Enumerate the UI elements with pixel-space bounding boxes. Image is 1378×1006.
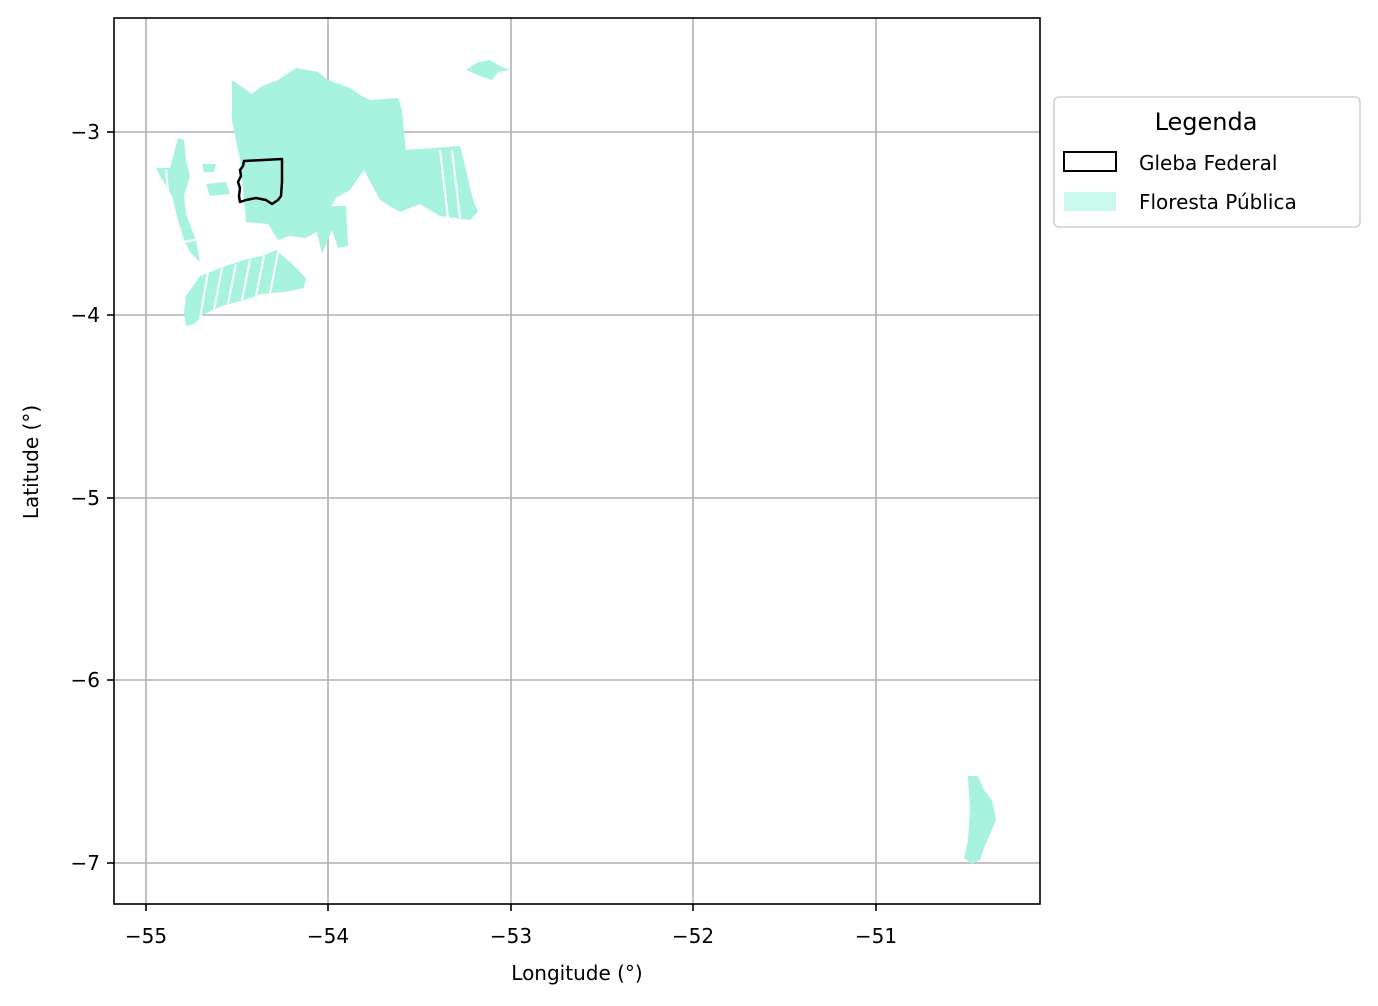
legend-title: Legenda [1155, 108, 1258, 136]
legend: Legenda Gleba Federal Floresta Pública [1054, 97, 1360, 227]
forest-west-blob-1 [202, 164, 216, 172]
ytick-label: −7 [71, 851, 100, 875]
legend-swatch-gleba [1064, 152, 1116, 171]
x-axis-label: Longitude (°) [511, 961, 642, 985]
ytick-label: −6 [71, 668, 100, 692]
xtick-label: −53 [490, 924, 532, 948]
xtick-label: −55 [125, 924, 167, 948]
xtick-label: −51 [855, 924, 897, 948]
legend-swatch-floresta [1064, 192, 1116, 211]
ytick-label: −5 [71, 486, 100, 510]
ytick-label: −3 [71, 120, 100, 144]
legend-label-gleba: Gleba Federal [1139, 151, 1277, 175]
ytick-label: −4 [71, 303, 100, 327]
y-axis-label: Latitude (°) [19, 405, 43, 519]
xtick-label: −52 [672, 924, 714, 948]
forest-west-blob-2 [206, 182, 230, 196]
xtick-label: −54 [307, 924, 349, 948]
legend-label-floresta: Floresta Pública [1139, 190, 1297, 214]
